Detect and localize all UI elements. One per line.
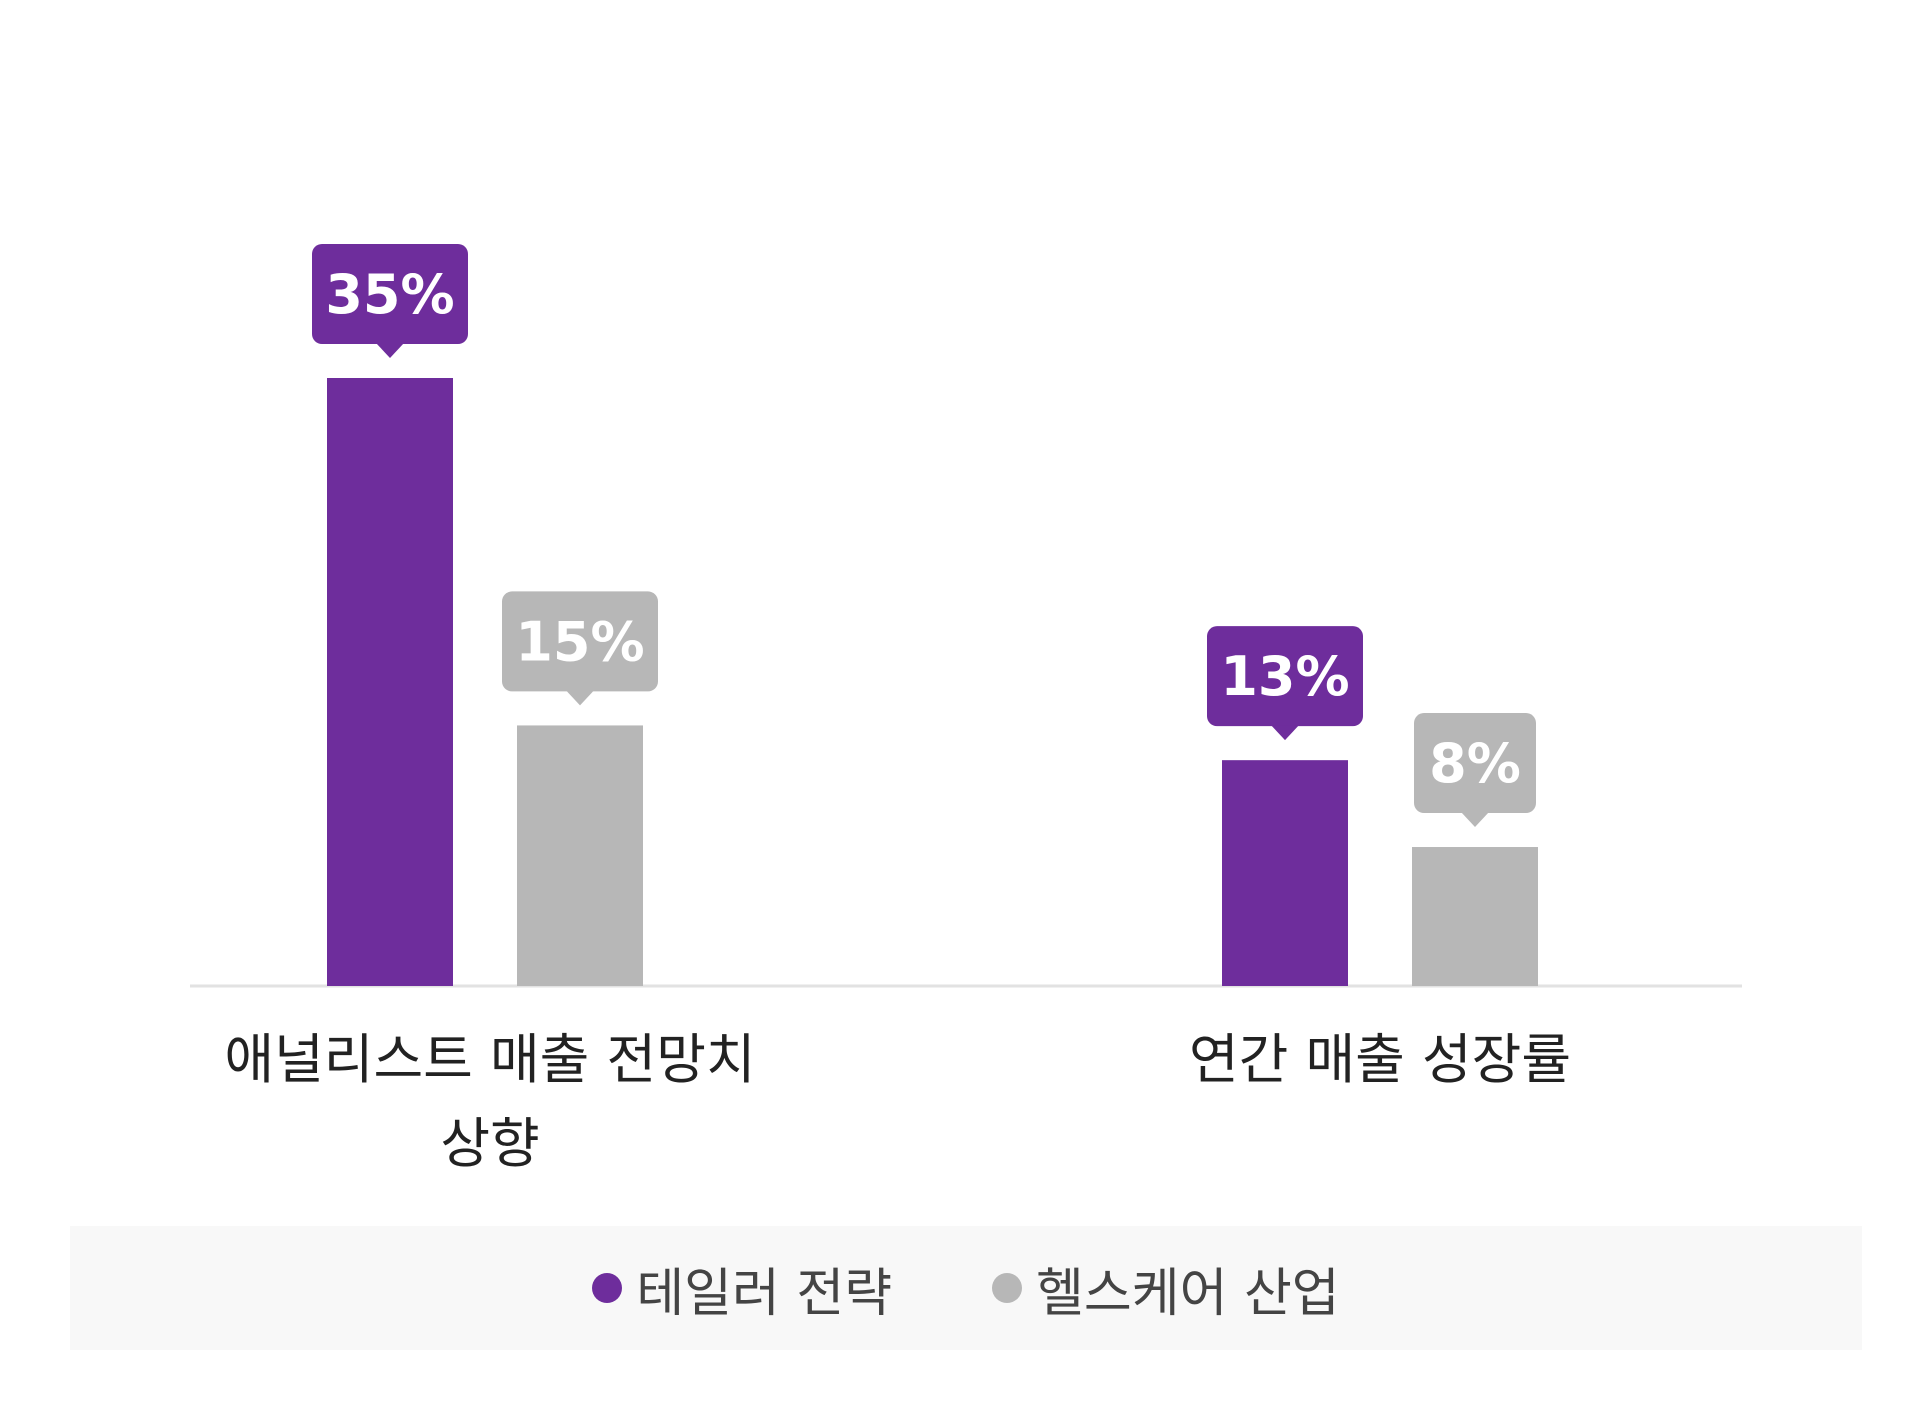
bar-taylor-analyst-revision (327, 378, 453, 986)
value-callout-taylor-analyst-revision (312, 244, 468, 344)
value-callout-taylor-annual-growth (1207, 626, 1363, 727)
legend-label-taylor: 테일러 전략 (636, 1263, 893, 1324)
value-callout-pointer-taylor-analyst-revision (376, 343, 404, 358)
value-callout-pointer-taylor-annual-growth (1271, 725, 1299, 741)
legend: 테일러 전략 헬스케어 산업 (70, 1226, 1862, 1350)
bar-healthcare-annual-growth (1412, 847, 1538, 986)
value-callout-healthcare-annual-growth (1414, 713, 1536, 814)
value-callout-pointer-healthcare-annual-growth (1461, 812, 1489, 828)
bar-healthcare-analyst-revision (517, 725, 643, 986)
category-label-analyst-revision: 애널리스트 매출 전망치 상향 (224, 1028, 756, 1175)
data-label-healthcare-annual-growth: 8% (1429, 732, 1521, 795)
legend-marker-healthcare (992, 1273, 1023, 1303)
bar-taylor-annual-growth (1222, 760, 1348, 986)
data-label-taylor-annual-growth: 13% (1220, 645, 1349, 708)
legend-item-taylor: 테일러 전략 (592, 1251, 892, 1326)
data-label-healthcare-analyst-revision: 15% (515, 610, 644, 673)
legend-item-healthcare: 헬스케어 산업 (992, 1251, 1340, 1326)
data-label-taylor-analyst-revision: 35% (325, 263, 454, 326)
category-label-annual-growth: 연간 매출 성장률 (1188, 1028, 1572, 1091)
value-callout-pointer-healthcare-analyst-revision (566, 690, 594, 706)
value-callout-healthcare-analyst-revision (502, 591, 658, 692)
legend-marker-taylor (592, 1273, 623, 1303)
legend-label-healthcare: 헬스케어 산업 (1036, 1263, 1340, 1324)
